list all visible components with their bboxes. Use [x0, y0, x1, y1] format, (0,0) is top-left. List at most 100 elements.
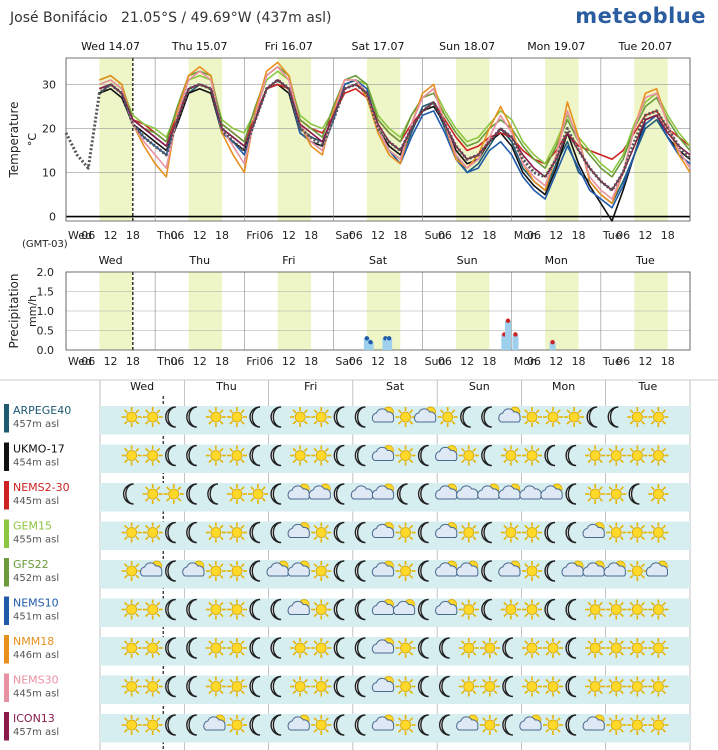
cloud-shape — [435, 600, 458, 615]
moon-icon — [502, 637, 513, 659]
partly-cloudy-icon — [371, 637, 395, 654]
sun-ray — [493, 728, 498, 733]
sun-ray — [461, 690, 466, 695]
moon-crescent — [502, 675, 513, 698]
sun-ray — [650, 497, 655, 502]
sun-ray — [587, 601, 592, 606]
hour-label: 06 — [616, 355, 630, 368]
sun-ray — [598, 613, 603, 618]
sun-disc — [526, 527, 538, 538]
model-name: GEM15 — [13, 520, 52, 533]
hour-label: 12 — [638, 229, 652, 242]
partly-cloudy-icon — [582, 714, 605, 731]
sun-ray — [650, 486, 655, 491]
sun-ray — [629, 524, 634, 529]
partly-cloudy-icon — [287, 522, 310, 538]
sun-ray — [662, 690, 667, 695]
sun-ray — [324, 447, 329, 452]
sun-ray — [135, 524, 140, 529]
sun-ray — [303, 640, 308, 645]
meteoblue-logo[interactable]: meteoblue — [575, 4, 706, 28]
sun-ray — [493, 678, 498, 683]
precip-bar — [549, 342, 556, 350]
sun-ray — [608, 486, 613, 491]
sun-ray — [208, 678, 213, 683]
sun-icon — [142, 676, 163, 697]
sun-ray — [640, 574, 645, 579]
day-name: Sun — [425, 355, 446, 368]
sun-ray — [535, 420, 540, 425]
sun-disc — [610, 642, 622, 654]
day-name: Mon — [514, 355, 537, 368]
cloud-shape — [371, 716, 395, 731]
hour-label: 12 — [193, 229, 207, 242]
sun-ray — [650, 690, 655, 695]
sun-ray — [535, 601, 540, 606]
sun-icon — [606, 599, 627, 620]
sun-ray — [662, 536, 667, 541]
series-line-mean — [64, 78, 692, 192]
sun-disc — [652, 604, 664, 615]
sun-disc — [147, 411, 159, 423]
sun-disc — [631, 411, 643, 423]
hour-label: 06 — [616, 229, 630, 242]
series-line-gem15 — [99, 70, 691, 174]
sun-ray — [493, 640, 498, 645]
partly-cloudy-icon — [435, 522, 458, 538]
sun-ray — [229, 563, 234, 568]
sun-ray — [313, 640, 318, 645]
sun-icon — [142, 484, 163, 504]
sun-icon — [606, 484, 627, 504]
moon-crescent — [417, 560, 429, 582]
moon-crescent — [165, 560, 176, 582]
sun-icon — [479, 676, 500, 697]
precip-bar — [512, 334, 519, 350]
moon-icon — [417, 483, 429, 505]
sun-disc — [484, 719, 496, 731]
sun-icon — [521, 676, 542, 697]
cloud-shape — [456, 716, 479, 731]
sun-disc — [505, 527, 517, 538]
moon-crescent — [460, 406, 471, 428]
sun-ray — [240, 563, 245, 568]
sun-ray — [566, 420, 571, 425]
precip-point — [550, 340, 555, 345]
sun-disc — [484, 642, 496, 654]
hour-label: 12 — [549, 355, 563, 368]
sun-ray — [324, 420, 329, 425]
y-tick-label: 0.5 — [37, 325, 55, 338]
moon-icon — [165, 560, 176, 582]
moon-crescent — [333, 637, 345, 659]
sun-icon — [585, 484, 606, 504]
model-pictogram-chart: Wed Thu Fri Sat Sun Mon Tue ARPEGE40 457m asl UKM… — [0, 379, 718, 750]
day-label-top: Fri — [282, 254, 295, 267]
sun-disc — [484, 681, 496, 692]
moon-icon — [165, 521, 176, 544]
sun-ray — [313, 574, 318, 579]
sun-ray — [566, 409, 571, 414]
model-altitude: 446m asl — [13, 650, 59, 661]
sun-ray — [545, 409, 550, 414]
sun-ray — [397, 447, 402, 452]
moon-crescent — [165, 598, 176, 621]
day-band — [188, 58, 222, 221]
moon-icon — [186, 675, 197, 698]
series-line-ukmo-17 — [99, 79, 691, 222]
sun-ray — [472, 678, 477, 683]
moon-icon — [333, 637, 345, 659]
sun-ray — [324, 613, 329, 618]
sun-disc — [526, 604, 538, 615]
sun-icon — [163, 484, 184, 504]
day-label-top: Mon 19.07 — [527, 40, 585, 53]
cloud-shape — [371, 639, 395, 654]
altitude: (437m asl) — [255, 10, 332, 26]
model-color-swatch — [4, 712, 9, 741]
sun-ray — [135, 447, 140, 452]
sun-ray — [397, 536, 402, 541]
moon-icon — [417, 637, 429, 659]
sun-ray — [629, 678, 634, 683]
day-label-top: Thu — [188, 254, 210, 267]
moon-crescent — [417, 637, 429, 659]
cloud-shape — [371, 485, 395, 500]
hour-label: 12 — [104, 229, 118, 242]
